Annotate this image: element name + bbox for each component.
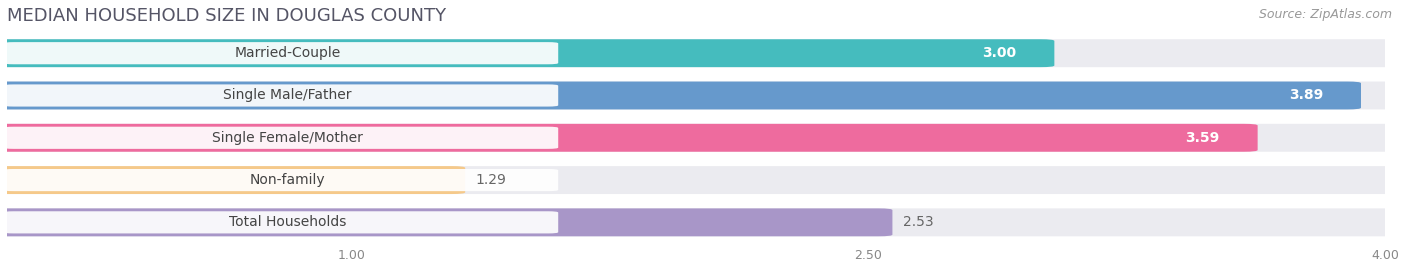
FancyBboxPatch shape (3, 127, 558, 149)
FancyBboxPatch shape (0, 208, 1399, 236)
Text: Non-family: Non-family (250, 173, 326, 187)
FancyBboxPatch shape (3, 84, 558, 107)
Text: MEDIAN HOUSEHOLD SIZE IN DOUGLAS COUNTY: MEDIAN HOUSEHOLD SIZE IN DOUGLAS COUNTY (7, 7, 446, 25)
FancyBboxPatch shape (0, 124, 1399, 152)
FancyBboxPatch shape (0, 39, 1399, 67)
FancyBboxPatch shape (0, 166, 1399, 194)
FancyBboxPatch shape (3, 42, 558, 64)
Text: 2.53: 2.53 (903, 215, 934, 229)
FancyBboxPatch shape (0, 208, 893, 236)
Text: 3.89: 3.89 (1289, 89, 1323, 102)
Text: 1.29: 1.29 (475, 173, 506, 187)
Text: Married-Couple: Married-Couple (235, 46, 340, 60)
Text: Single Female/Mother: Single Female/Mother (212, 131, 363, 145)
FancyBboxPatch shape (3, 169, 558, 191)
Text: Single Male/Father: Single Male/Father (224, 89, 352, 102)
FancyBboxPatch shape (0, 124, 1257, 152)
FancyBboxPatch shape (0, 82, 1399, 109)
Text: Source: ZipAtlas.com: Source: ZipAtlas.com (1258, 8, 1392, 21)
FancyBboxPatch shape (0, 39, 1054, 67)
Text: 3.00: 3.00 (983, 46, 1017, 60)
Text: Total Households: Total Households (229, 215, 346, 229)
FancyBboxPatch shape (0, 166, 465, 194)
FancyBboxPatch shape (3, 211, 558, 233)
FancyBboxPatch shape (0, 82, 1361, 109)
Text: 3.59: 3.59 (1185, 131, 1220, 145)
